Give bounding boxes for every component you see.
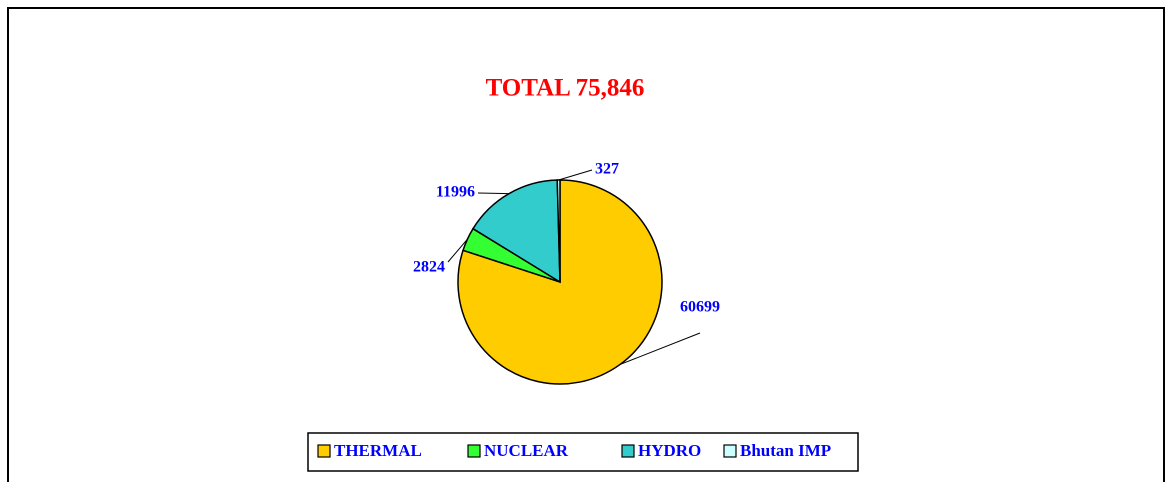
leader-line <box>619 332 701 366</box>
leader-line <box>447 238 468 263</box>
data-label: 327 <box>595 161 619 178</box>
data-label: 11996 <box>436 184 475 201</box>
pie-slice <box>472 179 561 284</box>
legend-label: HYDRO <box>638 441 701 460</box>
chart-title: TOTAL 75,846 <box>486 75 645 102</box>
legend-label: Bhutan IMP <box>740 441 831 460</box>
legend-swatch <box>723 444 737 458</box>
leader-line <box>558 169 593 181</box>
legend-swatch <box>467 444 481 458</box>
leader-line <box>477 192 509 195</box>
legend-label: NUCLEAR <box>484 441 569 460</box>
legend-swatch <box>621 444 635 458</box>
data-label: 2824 <box>413 259 445 276</box>
legend-label: THERMAL <box>334 441 422 460</box>
legend-box <box>307 432 859 472</box>
data-label: 60699 <box>680 299 720 316</box>
legend-swatch <box>317 444 331 458</box>
